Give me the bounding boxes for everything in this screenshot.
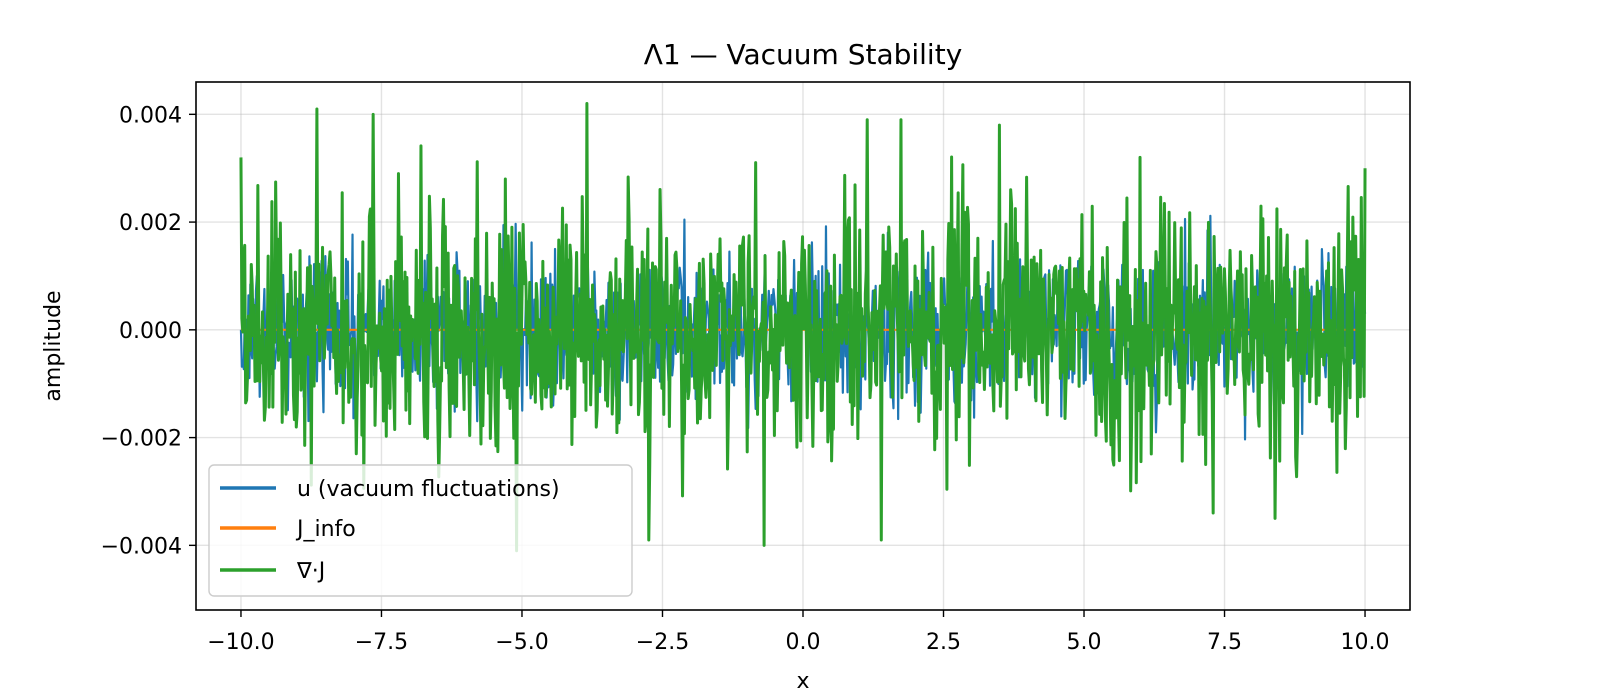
chart-title: Λ1 — Vacuum Stability (644, 38, 963, 71)
x-tick-label: −10.0 (207, 630, 274, 655)
y-tick-label: −0.002 (101, 427, 182, 452)
series-group (239, 102, 1367, 553)
x-tick-label: −7.5 (355, 630, 408, 655)
legend-label-j-info: J_info (295, 517, 356, 542)
y-tick-label: −0.004 (101, 534, 182, 559)
legend-label-div-j: ∇·J (296, 559, 325, 584)
x-tick-label: −2.5 (636, 630, 689, 655)
legend: u (vacuum fluctuations) J_info ∇·J (208, 464, 633, 597)
axis-ticks: −10.0 −7.5 −5.0 −2.5 0.0 2.5 5.0 7.5 10.0 −0.004 −… (101, 103, 1390, 655)
x-axis-title: x (796, 669, 809, 694)
x-tick-label: 10.0 (1341, 630, 1390, 655)
x-tick-label: −5.0 (495, 630, 548, 655)
x-tick-label: 0.0 (786, 630, 821, 655)
legend-box (208, 464, 633, 597)
x-tick-label: 2.5 (926, 630, 961, 655)
series-line-div-j (239, 102, 1367, 553)
y-tick-label: 0.002 (119, 211, 182, 236)
x-tick-label: 5.0 (1067, 630, 1102, 655)
y-tick-label: 0.004 (119, 103, 182, 128)
legend-label-u: u (vacuum fluctuations) (297, 477, 560, 502)
y-axis-title: amplitude (41, 290, 66, 401)
x-tick-label: 7.5 (1207, 630, 1242, 655)
y-tick-label: 0.000 (119, 319, 182, 344)
